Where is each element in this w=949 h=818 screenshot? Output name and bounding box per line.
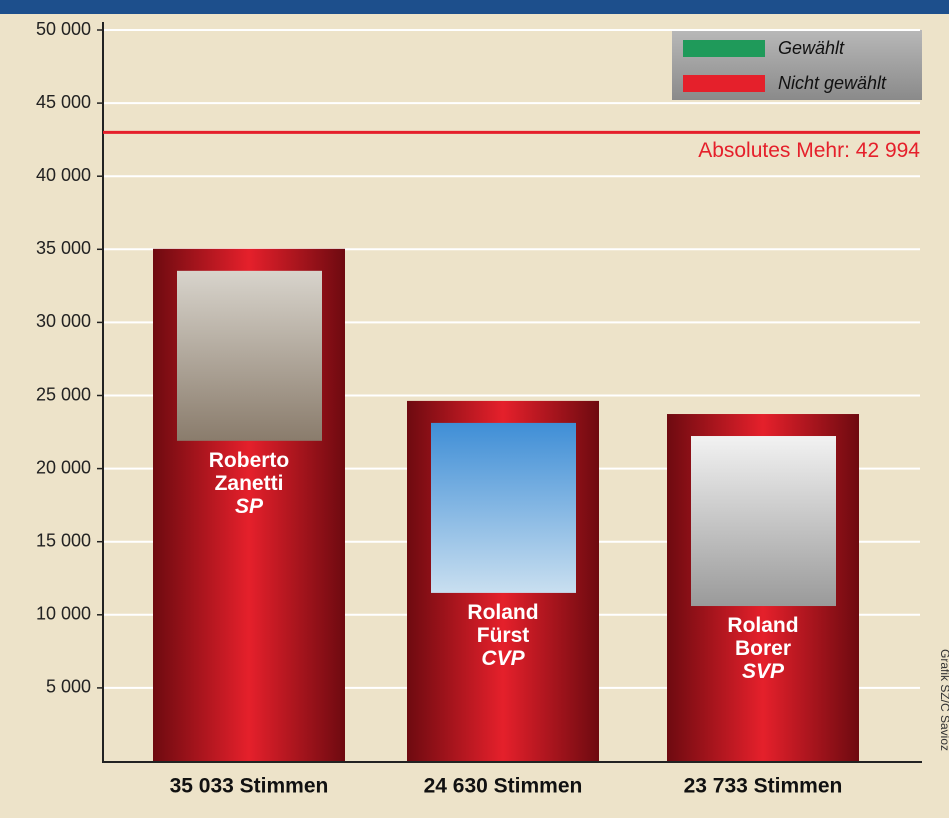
y-tick-label: 45 000 xyxy=(36,92,91,112)
y-tick-label: 5 000 xyxy=(46,677,91,697)
y-tick-label: 25 000 xyxy=(36,384,91,404)
name: Roland Borer xyxy=(713,614,813,660)
y-tick-label: 50 000 xyxy=(36,19,91,39)
party: CVP xyxy=(428,647,578,670)
candidate-photo xyxy=(431,423,576,593)
party: SP xyxy=(174,495,324,518)
legend-swatch xyxy=(683,40,765,57)
credit: Grafik SZ/C Savioz xyxy=(938,649,949,751)
reference-label: Absolutes Mehr: 42 994 xyxy=(698,139,920,162)
y-tick-label: 10 000 xyxy=(36,604,91,624)
y-tick-label: 20 000 xyxy=(36,457,91,477)
candidate-photo xyxy=(177,271,322,441)
y-tick-label: 35 000 xyxy=(36,238,91,258)
y-tick-label: 40 000 xyxy=(36,165,91,185)
party: SVP xyxy=(688,660,838,683)
name: Roberto Zanetti xyxy=(199,449,299,495)
y-tick-label: 15 000 xyxy=(36,530,91,550)
chart: 5 000 10 000 15 000 20 000 25 000 30 000 35 00… xyxy=(0,0,949,818)
header-bar xyxy=(0,0,949,14)
value-label: 24 630 Stimmen xyxy=(424,775,583,798)
legend-swatch xyxy=(683,75,765,92)
y-tick-label: 30 000 xyxy=(36,311,91,331)
value-label: 35 033 Stimmen xyxy=(170,775,329,798)
page: 5 000 10 000 15 000 20 000 25 000 30 000 35 00… xyxy=(0,0,949,818)
candidate-photo xyxy=(691,436,836,606)
legend-label: Gewählt xyxy=(778,38,845,58)
legend-label: Nicht gewählt xyxy=(778,73,887,93)
value-label: 23 733 Stimmen xyxy=(684,775,843,798)
name: Roland Fürst xyxy=(453,601,553,647)
